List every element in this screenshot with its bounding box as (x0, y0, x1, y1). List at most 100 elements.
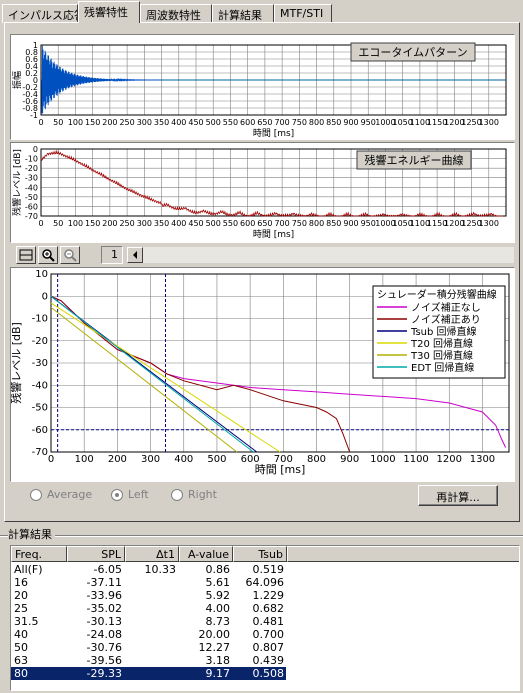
decay-series-1 (50, 295, 351, 453)
energy-caption-box: 残響エネルギー曲線 (356, 150, 472, 170)
zoom-out-icon (64, 249, 77, 262)
spl-cell: -30.76 (86, 641, 122, 654)
zoom-in-button[interactable] (38, 246, 58, 264)
a-value-cell: 9.17 (205, 667, 231, 680)
horizontal-scrollbar[interactable] (126, 246, 515, 264)
x-tick-label: 550 (223, 118, 238, 127)
x-tick-label: 1250 (461, 219, 481, 228)
x-tick-label: 350 (154, 219, 169, 228)
x-tick-label: 950 (361, 219, 376, 228)
x-tick-label: 50 (53, 219, 63, 228)
x-tick-label: 1000 (370, 454, 395, 465)
plot-frame (40, 148, 507, 217)
tab-reverberation[interactable]: 残響特性 (78, 1, 140, 23)
y-tick-label: 0.2 (25, 69, 38, 78)
column-header-freq[interactable]: Freq. (11, 546, 67, 562)
x-tick-label: 200 (108, 454, 127, 465)
energy-decay-chart: 0 50 100 150 200 250 300 350 400 450 500 550 600 650 7… (11, 145, 507, 240)
x-tick-label: 1300 (479, 118, 499, 127)
zoom-out-button[interactable] (60, 246, 80, 264)
y-tick-label: 0.4 (25, 62, 38, 71)
x-tick-label: 1100 (403, 454, 428, 465)
recalculate-button[interactable]: 再計算... (418, 485, 498, 506)
tsub-cell: 0.508 (252, 667, 285, 680)
tsub-cell: 0.481 (252, 615, 285, 628)
x-tick-label: 250 (119, 118, 134, 127)
x-tick-label: 500 (207, 454, 226, 465)
x-axis-label: 時間 [ms] (253, 229, 294, 240)
zoom-in-icon (42, 249, 55, 262)
x-tick-label: 1200 (444, 219, 464, 228)
x-tick-label: 450 (188, 219, 203, 228)
a-value-cell: 5.92 (205, 589, 231, 602)
column-header-dt1[interactable]: Δt1 (125, 546, 179, 562)
page-number: 1 (111, 248, 118, 261)
table-row[interactable]: 63 -39.56 3.18 0.439 (11, 654, 286, 667)
x-tick-label: 500 (206, 118, 221, 127)
table-row[interactable]: 80 -29.33 9.17 0.508 (11, 667, 286, 680)
spl-cell: -39.56 (86, 654, 122, 667)
column-header-spl[interactable]: SPL (67, 546, 125, 562)
x-tick-label: 1100 (410, 219, 430, 228)
spl-cell: -37.11 (86, 576, 122, 589)
y-tick-label: -10 (25, 155, 38, 164)
tab-label: MTF/STI (280, 7, 324, 20)
y-tick-label: -30 (32, 358, 48, 369)
freq-cell: 25 (14, 602, 28, 615)
y-tick-label: 10 (35, 269, 48, 280)
table-row[interactable]: 25 -35.02 4.00 0.682 (11, 602, 286, 615)
decay-graph: 0 100 200 300 400 500 600 700 800 900 1000 1100 1200… (10, 267, 515, 482)
x-tick-label: 50 (53, 118, 63, 127)
freq-cell: 40 (14, 628, 28, 641)
column-header-a-value[interactable]: A-value (179, 546, 233, 562)
y-tick-label: 1 (33, 41, 38, 50)
tab-results[interactable]: 計算結果 (212, 4, 274, 23)
x-tick-label: 1000 (375, 118, 395, 127)
radio-right-label: Right (188, 488, 217, 501)
x-tick-label: 300 (137, 118, 152, 127)
fit-button[interactable] (16, 246, 36, 264)
table-row[interactable]: 50 -30.76 12.27 0.807 (11, 641, 286, 654)
tab-mtf-sti[interactable]: MTF/STI (274, 4, 332, 23)
x-tick-label: 1150 (427, 118, 447, 127)
freq-cell: 63 (14, 654, 28, 667)
table-row[interactable]: 16 -37.11 5.61 64.096 (11, 576, 286, 589)
radio-average-label: Average (47, 488, 93, 501)
a-value-cell: 0.86 (205, 563, 231, 576)
x-tick-label: 800 (309, 118, 324, 127)
x-tick-label: 750 (292, 118, 307, 127)
scroll-left-button[interactable] (127, 247, 143, 263)
column-header-tsub[interactable]: Tsub (233, 546, 287, 562)
spl-cell: -24.08 (86, 628, 122, 641)
a-value-cell: 5.61 (205, 576, 231, 589)
page-number-field[interactable]: 1 (101, 246, 123, 264)
y-tick-label: -0.4 (22, 90, 38, 99)
table-row[interactable]: All(F) -6.05 10.33 0.86 0.519 (11, 563, 286, 576)
table-row[interactable]: 20 -33.96 5.92 1.229 (11, 589, 286, 602)
x-axis-label: 時間 [ms] (255, 463, 306, 476)
x-tick-label: 200 (102, 118, 117, 127)
legend-entry: EDT 回帰直線 (411, 361, 474, 374)
arrow-left-icon (133, 251, 137, 259)
results-list[interactable]: Freq. SPL Δt1 A-value Tsub All(F) -6.05 10… (10, 545, 520, 691)
x-tick-label: 300 (137, 219, 152, 228)
radio-average-dot (30, 489, 42, 501)
legend-entry: Tsub 回帰直線 (410, 325, 477, 338)
results-title: 計算結果 (8, 526, 55, 542)
x-tick-label: 900 (343, 219, 358, 228)
table-row[interactable]: 40 -24.08 20.00 0.700 (11, 628, 286, 641)
echo-caption: エコータイムパターン (358, 46, 467, 59)
freq-cell: 16 (14, 576, 28, 589)
tsub-cell: 0.519 (252, 563, 285, 576)
tab-impulse-response[interactable]: インパルス応答 (2, 4, 78, 23)
x-tick-label: 700 (274, 118, 289, 127)
caption-frame (350, 42, 476, 62)
legend-entry: ノイズ補正あり (411, 313, 481, 326)
a-value-cell: 20.00 (198, 628, 231, 641)
tab-label: 残響特性 (84, 6, 128, 19)
tab-frequency[interactable]: 周波数特性 (140, 4, 212, 23)
y-axis-label: 振幅 (11, 71, 23, 89)
x-tick-label: 400 (174, 454, 193, 465)
radio-left-dot (111, 489, 123, 501)
table-row[interactable]: 31.5 -30.13 8.73 0.481 (11, 615, 286, 628)
